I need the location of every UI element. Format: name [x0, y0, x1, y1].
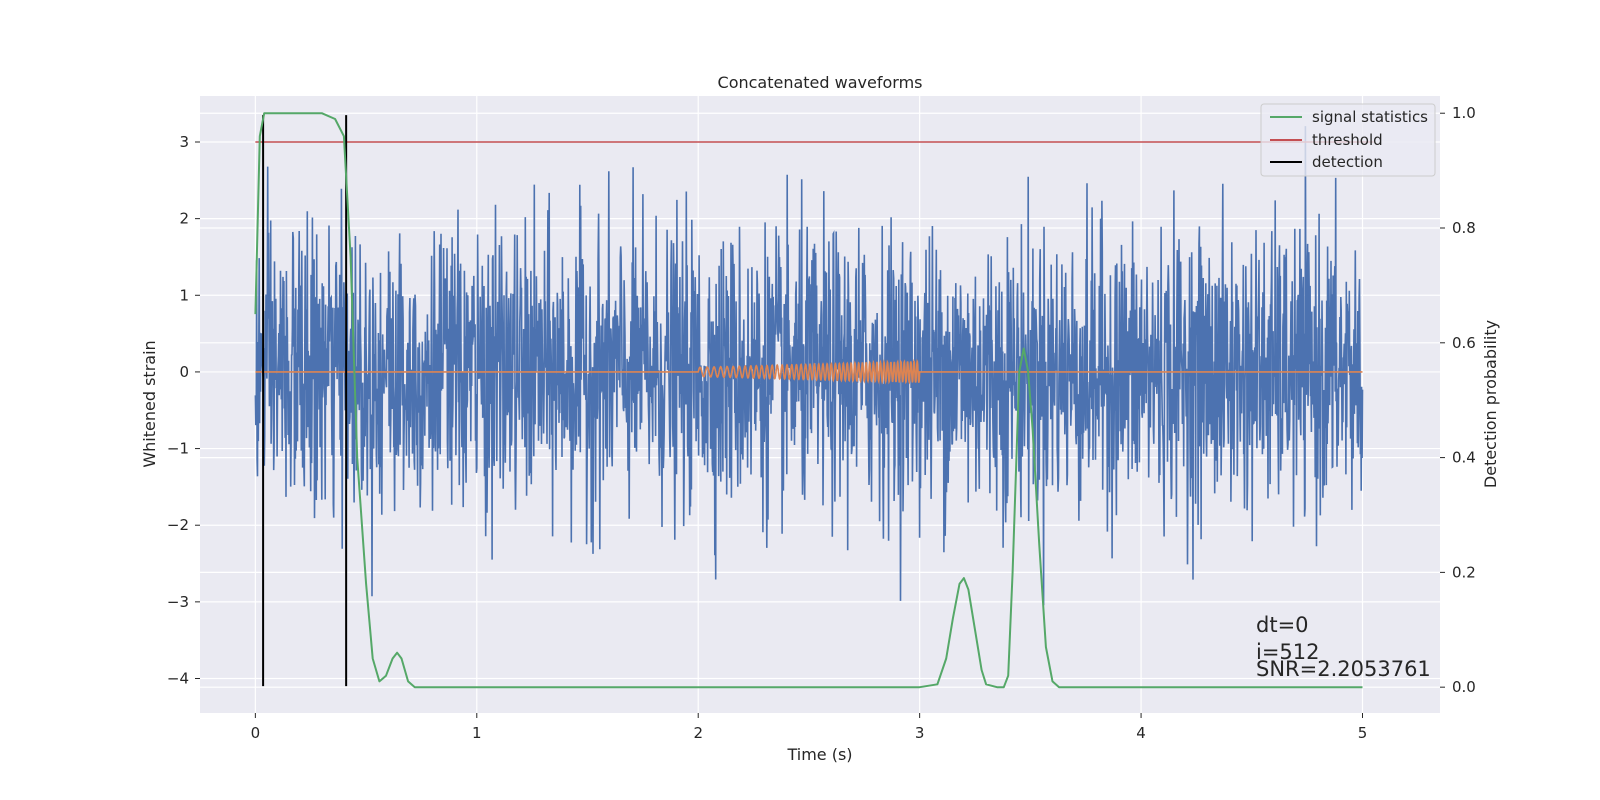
annotation-dt: dt=0: [1256, 613, 1309, 637]
x-tick-label: 2: [693, 724, 703, 742]
axes: 0 1 2 3 4 5 −4 −3 −2 −1 0 1 2 3 0.0 0.2 0.4 0.6 0.8 1.0: [167, 104, 1476, 742]
noise-line: [254, 126, 1364, 606]
injection-line: [255, 358, 1363, 385]
legend-detection-label: detection: [1312, 153, 1383, 171]
x-tick-label: 5: [1358, 724, 1368, 742]
annotation-index: i=512: [1256, 640, 1320, 664]
x-tick-label: 4: [1136, 724, 1146, 742]
y2-tick-label: 0.8: [1452, 219, 1476, 237]
y-tick-label: 1: [179, 286, 189, 304]
data-series: [254, 112, 1374, 689]
x-tick-label: 0: [251, 724, 261, 742]
legend-box: [1260, 103, 1436, 177]
legend-threshold-label: threshold: [1312, 131, 1383, 149]
y-tick-label: −4: [167, 670, 189, 688]
annotation-snr: SNR=2.2053761: [1256, 657, 1431, 681]
noise-series: [254, 126, 1364, 606]
chart-title: Concatenated waveforms: [718, 73, 923, 92]
x-axis-label: Time (s): [786, 745, 852, 764]
y2-axis-label: Detection probability: [1481, 320, 1500, 488]
y-axis-label: Whitened strain: [140, 340, 159, 467]
legend-signal-statistics-label: signal statistics: [1312, 108, 1428, 126]
y2-tick-label: 0.0: [1452, 678, 1476, 696]
x-tick-label: 1: [472, 724, 482, 742]
y-tick-label: 3: [179, 133, 189, 151]
annotations: dt=0 i=512 SNR=2.2053761: [1256, 613, 1431, 681]
signal-statistics-line: [254, 112, 1363, 689]
x-tick-label: 3: [915, 724, 925, 742]
y-tick-label: −1: [167, 440, 189, 458]
y2-tick-label: 0.4: [1452, 449, 1476, 467]
legend: signal statistics threshold detection: [1260, 103, 1436, 177]
y-tick-label: −2: [167, 516, 189, 534]
y-tick-label: 2: [179, 210, 189, 228]
y2-tick-label: 0.2: [1452, 563, 1476, 581]
y-tick-label: 0: [179, 363, 189, 381]
y-tick-label: −3: [167, 593, 189, 611]
y2-tick-label: 0.6: [1452, 334, 1476, 352]
y2-tick-label: 1.0: [1452, 104, 1476, 122]
